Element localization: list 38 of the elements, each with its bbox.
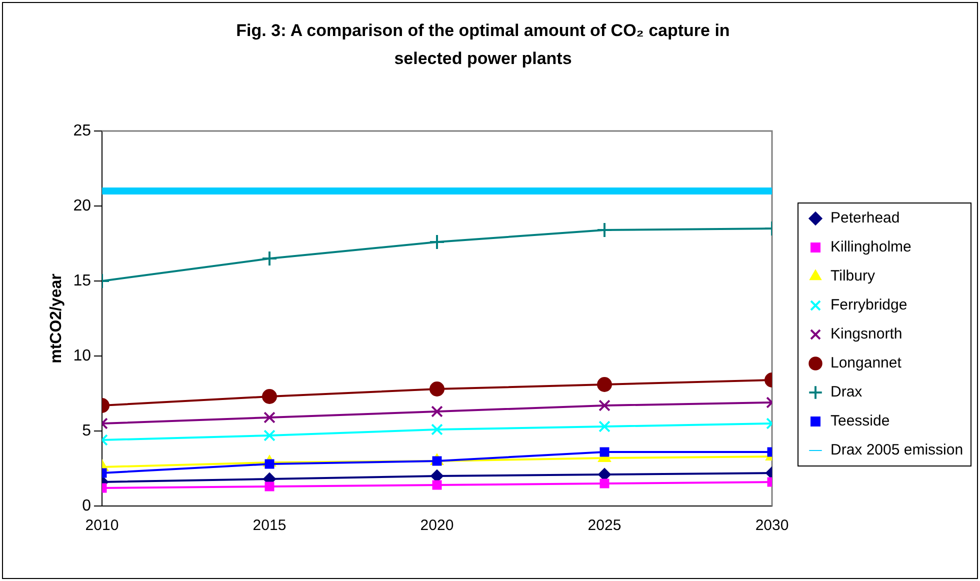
point (600, 478, 610, 488)
y-axis-title: mtCO2/year (48, 274, 66, 364)
point (600, 447, 610, 457)
legend-label: Teesside (830, 412, 890, 430)
legend-label: Ferrybridge (830, 296, 908, 314)
point (429, 234, 445, 250)
x-tick-label: 2020 (420, 517, 454, 534)
legend-label: Longannet (830, 354, 902, 372)
point (598, 400, 610, 412)
point (262, 250, 278, 266)
chart-title: Fig. 3: A comparison of the optimal amount of CO₂ capture in selected power plants (235, 20, 731, 70)
x-tick-label: 2015 (252, 517, 286, 534)
point (264, 430, 276, 442)
legend-label: Drax 2005 emission (830, 442, 964, 459)
x-tick-label: 2025 (588, 517, 622, 534)
point (430, 382, 444, 396)
point (598, 420, 610, 432)
y-tick-label: 20 (73, 197, 92, 214)
point (264, 482, 274, 492)
y-tick-label: 10 (73, 347, 92, 364)
legend-label: Killingholme (830, 238, 912, 256)
y-tick-label: 0 (82, 497, 92, 514)
legend-label: Tilbury (830, 268, 876, 285)
legend-label: Kingsnorth (830, 326, 902, 343)
point (432, 480, 442, 490)
legend-label: Drax (830, 384, 863, 401)
y-tick-label: 5 (82, 422, 92, 440)
point (597, 377, 612, 392)
x-tick-label: 2030 (755, 517, 789, 534)
legend-label: Peterhead (830, 210, 900, 227)
point (431, 406, 443, 418)
x-tick-label: 2010 (85, 517, 119, 534)
y-tick-label: 25 (73, 122, 92, 140)
point (596, 222, 612, 238)
point (431, 424, 443, 436)
y-tick-label: 15 (73, 272, 92, 290)
point (264, 412, 276, 424)
point (262, 389, 277, 404)
